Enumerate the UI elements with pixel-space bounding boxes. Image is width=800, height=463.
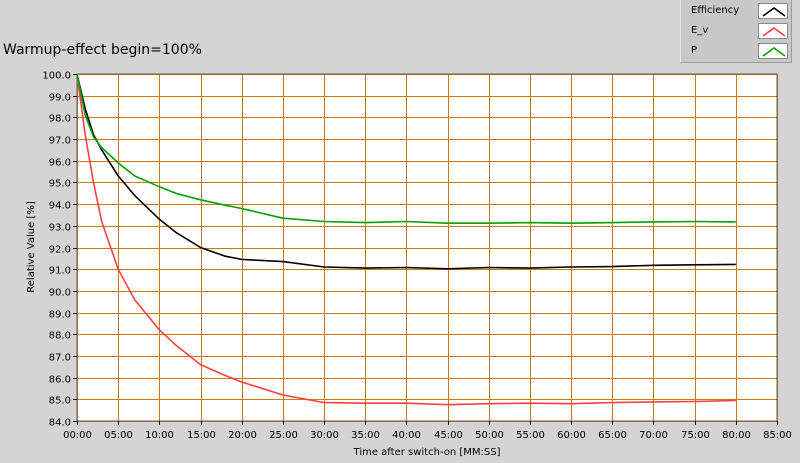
y-tick-label: 88.0 bbox=[49, 331, 71, 342]
x-tick-label: 75:00 bbox=[681, 430, 710, 441]
x-tick-label: 55:00 bbox=[516, 430, 545, 441]
y-tick-label: 91.0 bbox=[49, 266, 71, 277]
legend-item-efficiency: Efficiency bbox=[681, 1, 791, 21]
x-tick-label: 85:00 bbox=[763, 430, 792, 441]
y-tick-label: 84.0 bbox=[49, 418, 71, 429]
grid bbox=[77, 74, 778, 422]
x-tick-label: 15:00 bbox=[187, 430, 216, 441]
series-line-p bbox=[76, 73, 736, 224]
x-tick-label: 00:00 bbox=[63, 430, 92, 441]
y-tick-label: 95.0 bbox=[49, 179, 71, 190]
y-tick-label: 97.0 bbox=[49, 136, 71, 147]
y-tick-label: 86.0 bbox=[49, 375, 71, 386]
x-tick-label: 45:00 bbox=[434, 430, 463, 441]
legend-item-p: P bbox=[681, 41, 791, 61]
legend-label-p: P bbox=[691, 45, 698, 56]
x-tick-label: 05:00 bbox=[104, 430, 133, 441]
legend-label-e-v: E_v bbox=[691, 25, 709, 36]
legend-swatch-efficiency bbox=[758, 3, 788, 19]
legend-line-e-v bbox=[762, 27, 786, 37]
x-tick-label: 65:00 bbox=[598, 430, 627, 441]
y-axis-label: Relative Value [%] bbox=[26, 201, 37, 293]
x-tick-label: 80:00 bbox=[722, 430, 751, 441]
x-axis-label: Time after switch-on [MM:SS] bbox=[353, 447, 501, 458]
y-tick-label: 89.0 bbox=[49, 310, 71, 321]
legend-item-e-v: E_v bbox=[681, 21, 791, 41]
y-tick-label: 87.0 bbox=[49, 353, 71, 364]
legend-label-efficiency: Efficiency bbox=[691, 5, 740, 16]
plot-area bbox=[77, 74, 777, 421]
legend-swatch-p bbox=[758, 43, 788, 59]
legend: Efficiency E_v P bbox=[680, 0, 792, 63]
x-tick-label: 50:00 bbox=[475, 430, 504, 441]
plot-frame bbox=[76, 73, 778, 422]
y-tick-label: 92.0 bbox=[49, 245, 71, 256]
y-tick-label: 90.0 bbox=[49, 288, 71, 299]
x-tick-label: 25:00 bbox=[269, 430, 298, 441]
x-tick-label: 10:00 bbox=[145, 430, 174, 441]
x-tick-label: 35:00 bbox=[351, 430, 380, 441]
series-line-e-v bbox=[76, 73, 736, 406]
series-line-efficiency bbox=[76, 73, 736, 270]
x-tick-label: 40:00 bbox=[392, 430, 421, 441]
x-tick-label: 70:00 bbox=[639, 430, 668, 441]
y-tick-label: 98.0 bbox=[49, 114, 71, 125]
y-tick-label: 85.0 bbox=[49, 396, 71, 407]
chart-title: Warmup-effect begin=100% bbox=[3, 42, 202, 58]
legend-line-efficiency bbox=[762, 7, 786, 17]
y-tick-label: 96.0 bbox=[49, 158, 71, 169]
x-tick-label: 30:00 bbox=[310, 430, 339, 441]
series-group bbox=[76, 73, 736, 406]
y-tick-label: 94.0 bbox=[49, 201, 71, 212]
legend-swatch-e-v bbox=[758, 23, 788, 39]
y-tick-label: 99.0 bbox=[49, 93, 71, 104]
y-tick-label: 93.0 bbox=[49, 223, 71, 234]
x-tick-label: 60:00 bbox=[557, 430, 586, 441]
x-tick-label: 20:00 bbox=[228, 430, 257, 441]
legend-line-p bbox=[762, 47, 786, 57]
y-tick-label: 100.0 bbox=[42, 71, 71, 82]
ticks: 00:00 05:00 10:00 15:00 20:00 25:00 30:00 35:00… bbox=[42, 71, 792, 442]
